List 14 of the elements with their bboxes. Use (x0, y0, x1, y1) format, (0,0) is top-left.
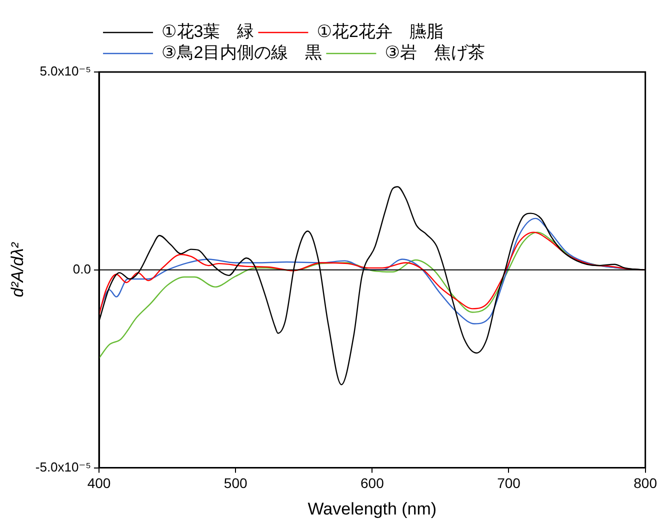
x-tick-label: 400 (87, 475, 111, 492)
x-tick-label: 600 (360, 475, 384, 492)
x-tick-label: 700 (497, 475, 521, 492)
y-axis-title: d²A/dλ² (8, 241, 27, 298)
y-tick-label: -5.0x10⁻⁵ (35, 459, 92, 474)
y-tick-label: 5.0x10⁻⁵ (40, 64, 92, 79)
legend-label: ①花2花弁 臙脂 (316, 22, 444, 42)
legend-label: ③岩 焦げ茶 (384, 43, 485, 62)
legend-label: ③鳥2目内側の線 黒 (162, 43, 322, 62)
legend-label: ①花3葉 緑 (162, 22, 254, 42)
x-tick-label: 800 (634, 475, 658, 492)
x-tick-label: 500 (224, 475, 248, 492)
y-tick-label: 0.0 (72, 261, 92, 276)
x-axis-title: Wavelength (nm) (308, 499, 437, 518)
